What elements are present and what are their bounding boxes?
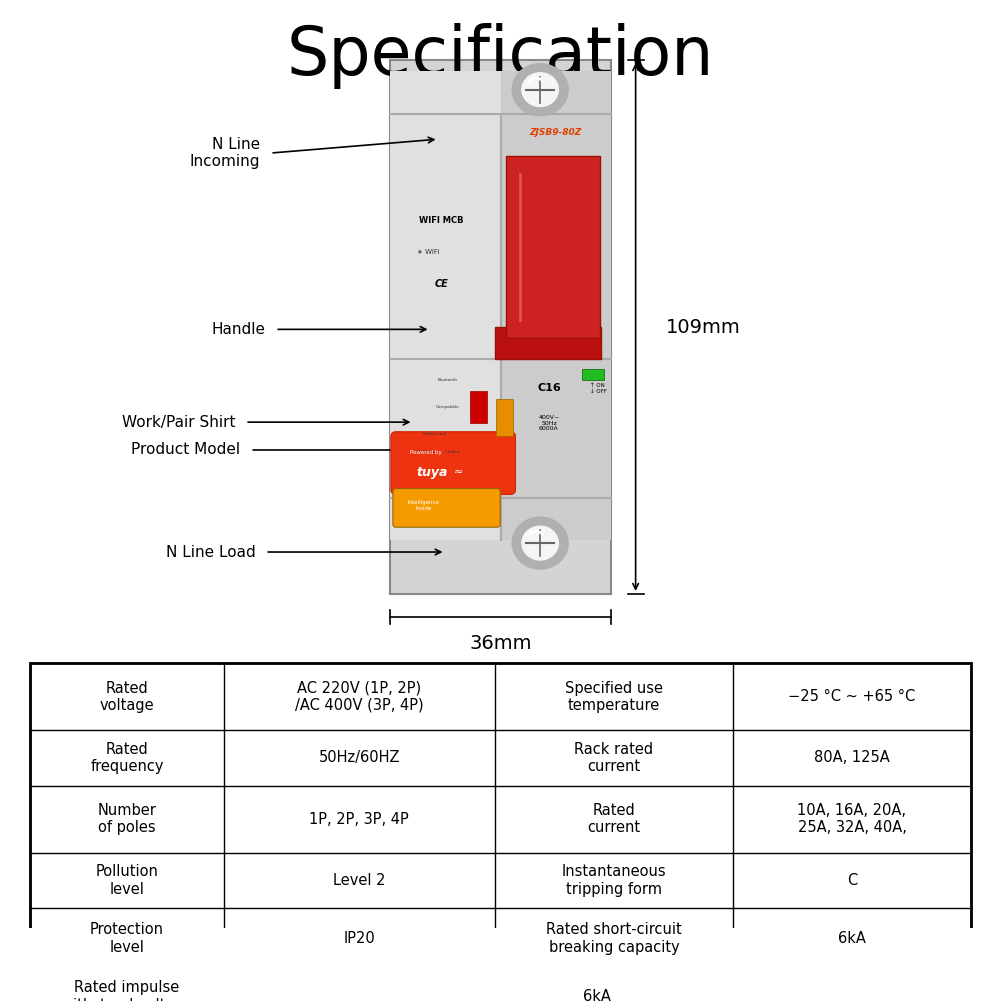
Text: ↑ ON
↓ OFF: ↑ ON ↓ OFF xyxy=(591,383,607,393)
Text: 10A, 16A, 20A,
25A, 32A, 40A,: 10A, 16A, 20A, 25A, 32A, 40A, xyxy=(798,803,907,836)
FancyBboxPatch shape xyxy=(392,488,500,528)
Bar xyxy=(30,664,971,1001)
Text: ∗ WiFi: ∗ WiFi xyxy=(416,249,439,255)
Text: Intelligence
Inside: Intelligence Inside xyxy=(407,500,439,512)
Bar xyxy=(390,71,500,541)
Text: 36mm: 36mm xyxy=(469,634,532,653)
Circle shape xyxy=(513,64,569,116)
Bar xyxy=(496,399,513,436)
Text: 50Hz/60HZ: 50Hz/60HZ xyxy=(318,751,400,766)
Circle shape xyxy=(522,527,559,560)
Text: tuya: tuya xyxy=(416,465,447,478)
Text: Work/Pair Shirt: Work/Pair Shirt xyxy=(122,414,235,429)
Text: 6kA: 6kA xyxy=(838,931,866,946)
Circle shape xyxy=(522,73,559,106)
Text: 400V~
50Hz
6000A: 400V~ 50Hz 6000A xyxy=(539,414,560,431)
Bar xyxy=(390,60,611,594)
Text: Handle: Handle xyxy=(211,322,265,337)
Text: Rated
current: Rated current xyxy=(588,803,641,836)
Text: 80A, 125A: 80A, 125A xyxy=(814,751,890,766)
Text: IP20: IP20 xyxy=(343,931,375,946)
Text: Pollution
level: Pollution level xyxy=(95,864,158,897)
Circle shape xyxy=(513,518,569,569)
Text: Safety Lock: Safety Lock xyxy=(423,431,447,435)
Text: C: C xyxy=(847,873,857,888)
Text: ZJSB9-80Z: ZJSB9-80Z xyxy=(530,128,582,137)
Text: Bluetooth: Bluetooth xyxy=(437,378,457,382)
Text: Number
of poles: Number of poles xyxy=(97,803,156,836)
Bar xyxy=(582,368,604,380)
Text: Compatible: Compatible xyxy=(435,405,459,409)
Text: 1P, 2P, 3P, 4P: 1P, 2P, 3P, 4P xyxy=(309,812,409,827)
Text: 109mm: 109mm xyxy=(666,317,741,336)
Text: AC 220V (1P, 2P)
/AC 400V (3P, 4P): AC 220V (1P, 2P) /AC 400V (3P, 4P) xyxy=(295,681,423,713)
Bar xyxy=(500,71,611,541)
Text: Powered by: Powered by xyxy=(409,450,441,455)
Text: N Line Load: N Line Load xyxy=(165,545,255,560)
Text: Rated
voltage: Rated voltage xyxy=(99,681,154,713)
Text: Specified use
temperature: Specified use temperature xyxy=(565,681,663,713)
Text: CE: CE xyxy=(434,279,447,289)
Text: Protection
level: Protection level xyxy=(90,922,164,955)
Text: WIFI MCB: WIFI MCB xyxy=(418,216,463,225)
Text: Specification: Specification xyxy=(287,23,714,89)
Text: Rated
frequency: Rated frequency xyxy=(90,742,163,774)
Text: 6kA: 6kA xyxy=(584,989,612,1001)
Text: Product Model: Product Model xyxy=(131,442,240,457)
Text: N Line
Incoming: N Line Incoming xyxy=(190,137,260,169)
FancyBboxPatch shape xyxy=(390,431,516,494)
Bar xyxy=(469,391,487,423)
Text: Rated short-circuit
breaking capacity: Rated short-circuit breaking capacity xyxy=(547,922,682,955)
Bar xyxy=(495,327,602,359)
Text: −25 °C ~ +65 °C: −25 °C ~ +65 °C xyxy=(789,690,916,705)
Bar xyxy=(506,156,601,337)
Text: Instantaneous
tripping form: Instantaneous tripping form xyxy=(562,864,667,897)
Text: Rated impulse
withstand voltage: Rated impulse withstand voltage xyxy=(61,980,193,1001)
Text: Level 2: Level 2 xyxy=(333,873,385,888)
Text: Rack rated
current: Rack rated current xyxy=(575,742,654,774)
Text: C16: C16 xyxy=(538,383,561,393)
Text: ≈: ≈ xyxy=(454,467,463,477)
Text: PuT Into―――Unlock: PuT Into―――Unlock xyxy=(416,450,459,454)
